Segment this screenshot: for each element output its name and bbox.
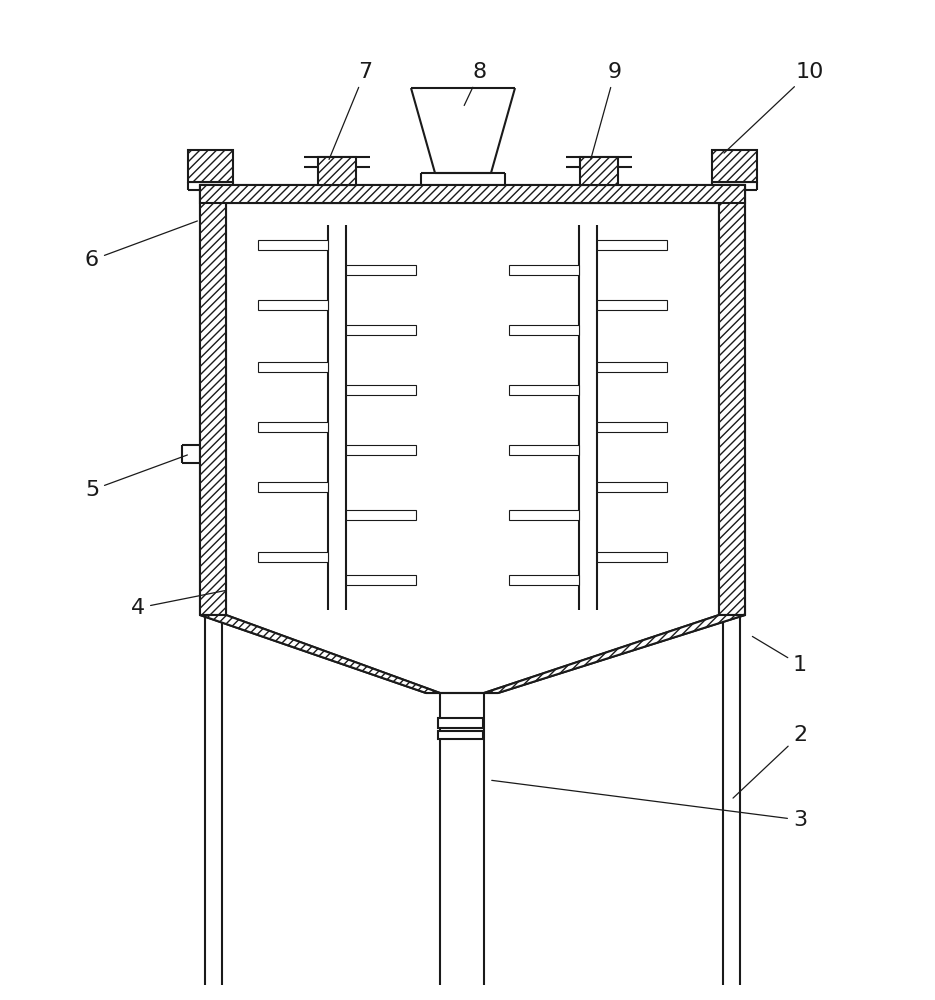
Text: 8: 8 bbox=[464, 62, 487, 105]
Bar bbox=[346, 510, 416, 520]
Bar bbox=[258, 362, 328, 372]
Bar bbox=[258, 300, 328, 310]
Bar bbox=[509, 265, 579, 275]
Bar bbox=[318, 157, 356, 185]
Bar bbox=[597, 422, 667, 432]
Bar bbox=[719, 185, 745, 615]
Bar bbox=[509, 575, 579, 585]
Bar bbox=[346, 265, 416, 275]
Bar bbox=[258, 482, 328, 492]
Bar bbox=[346, 385, 416, 395]
Text: 9: 9 bbox=[591, 62, 622, 159]
Bar bbox=[438, 718, 483, 728]
Bar bbox=[580, 157, 618, 185]
Text: 2: 2 bbox=[733, 725, 807, 798]
Text: 10: 10 bbox=[724, 62, 824, 153]
Bar bbox=[200, 185, 226, 615]
Text: 6: 6 bbox=[85, 221, 197, 270]
Polygon shape bbox=[484, 615, 745, 693]
Bar bbox=[346, 325, 416, 335]
Text: 1: 1 bbox=[753, 636, 807, 675]
Bar bbox=[346, 445, 416, 455]
Bar bbox=[346, 575, 416, 585]
Bar bbox=[188, 150, 233, 182]
Text: 3: 3 bbox=[492, 780, 807, 830]
Bar bbox=[509, 445, 579, 455]
Bar bbox=[509, 385, 579, 395]
Bar bbox=[597, 482, 667, 492]
Bar bbox=[597, 362, 667, 372]
Bar bbox=[597, 552, 667, 562]
Text: 7: 7 bbox=[329, 62, 372, 159]
Polygon shape bbox=[200, 615, 440, 693]
Bar bbox=[258, 240, 328, 250]
Bar bbox=[258, 422, 328, 432]
Bar bbox=[258, 552, 328, 562]
Bar bbox=[509, 325, 579, 335]
Bar bbox=[509, 510, 579, 520]
Bar bbox=[438, 731, 483, 739]
Text: 5: 5 bbox=[85, 455, 187, 500]
Bar bbox=[597, 300, 667, 310]
Bar bbox=[712, 150, 757, 182]
Bar bbox=[200, 185, 745, 203]
Bar bbox=[597, 240, 667, 250]
Text: 4: 4 bbox=[131, 591, 225, 618]
